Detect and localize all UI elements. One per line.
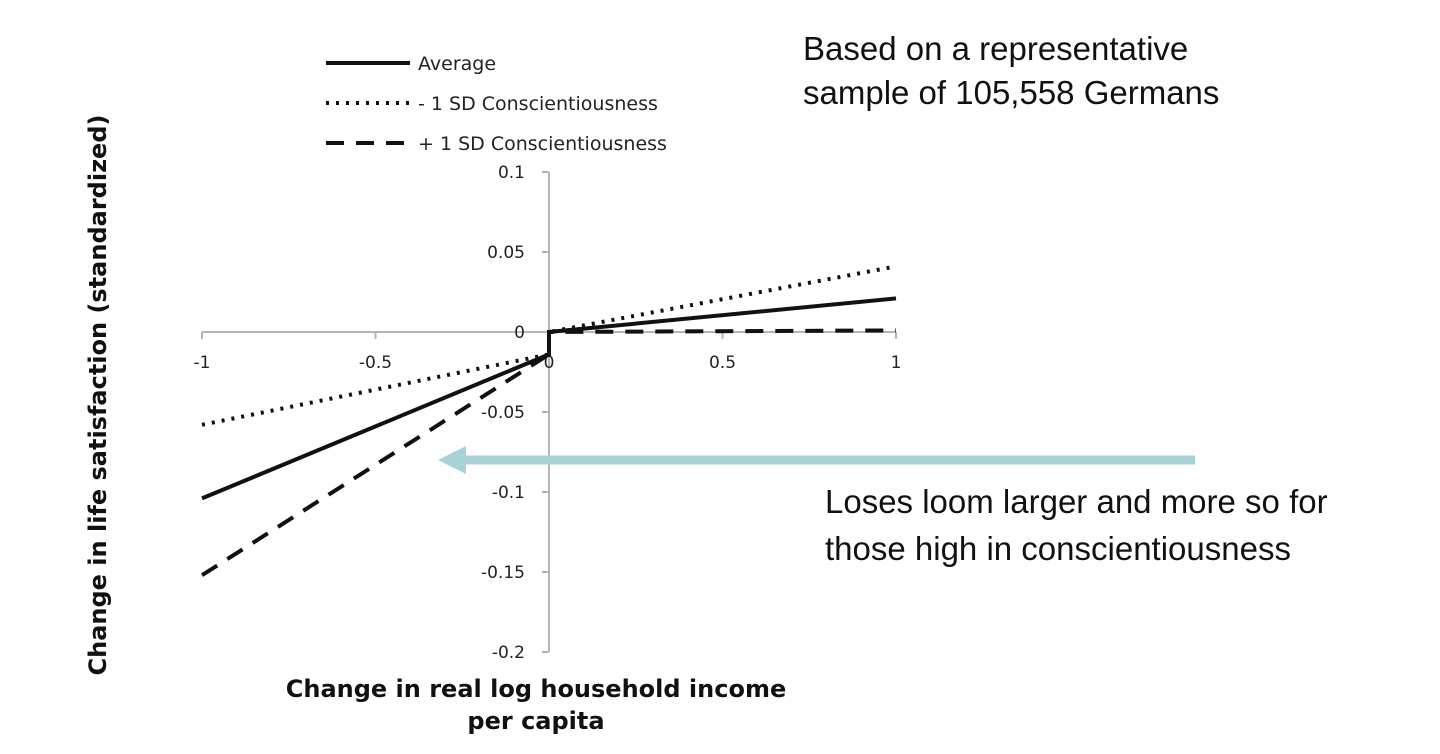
x-tick-label: -1 [194,353,211,373]
y-ticks: 0.1 0.05 0 -0.05 -0.1 -0.15 -0.2 [481,163,549,663]
series-group [200,264,897,577]
x-tick-label: -0.5 [359,353,392,373]
y-tick-label: -0.15 [481,563,525,583]
y-tick-label: -0.1 [492,483,525,503]
losses-arrow-head [438,446,466,474]
losses-arrow [438,446,1195,474]
x-tick-label: 0.5 [709,353,736,373]
x-ticks: -1 -0.5 0 0.5 1 [194,332,902,373]
y-tick-label: -0.2 [492,643,525,663]
sample-note-line-2: sample of 105,558 Germans [803,74,1219,111]
y-tick-label: 0.05 [487,243,525,263]
x-tick-label: 1 [891,353,902,373]
x-tick-label: 0 [544,353,555,373]
axes: -1 -0.5 0 0.5 1 0.1 0.05 0 -0.05 -0.1 -0.15 -0.2 [194,163,902,663]
losses-note-line-1: Loses loom larger and more so for [825,483,1328,520]
series-line-plus-1sd [200,328,897,577]
x-axis-title-line-1: Change in real log household income [286,675,786,703]
y-tick-label: 0 [514,323,525,343]
y-axis-title: Change in life satisfaction (standardize… [84,115,112,676]
legend-label-average: Average [418,53,496,75]
y-tick-label: 0.1 [498,163,525,183]
legend-label-minus-1sd: - 1 SD Conscientiousness [418,93,658,115]
legend-label-plus-1sd: + 1 SD Conscientiousness [418,133,667,155]
legend: Average - 1 SD Conscientiousness + 1 SD … [326,53,667,155]
sample-note-line-1: Based on a representative [803,30,1188,67]
y-tick-label: -0.05 [481,403,525,423]
losses-note-line-2: those high in conscientiousness [825,530,1291,567]
x-axis-title-line-2: per capita [467,707,604,735]
